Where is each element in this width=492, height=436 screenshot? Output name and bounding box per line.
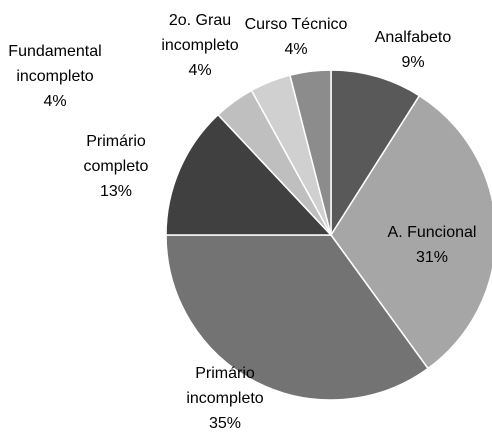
slice-label: Analfabeto 9%	[343, 25, 483, 75]
value-label: 13%	[99, 183, 133, 200]
value-label: 4%	[284, 41, 308, 58]
category-label: A. Funcional	[387, 224, 477, 241]
value-label: 35%	[208, 415, 242, 432]
slice-label: Curso Técnico 4%	[226, 12, 366, 62]
value-label: 9%	[401, 54, 425, 71]
slice-label: Primário completo 13%	[71, 129, 161, 204]
slice-label: 2o. Grau incompleto 4%	[155, 8, 245, 83]
category-label: 2o. Grau incompleto	[161, 12, 239, 54]
pie-slice	[330, 94, 492, 370]
category-label: Fundamental incompleto	[8, 43, 102, 85]
category-label: Primário completo	[83, 133, 149, 175]
value-label: 4%	[188, 62, 212, 79]
pie-slice	[289, 69, 332, 236]
pie-slice	[165, 234, 430, 401]
slice-label: A. Funcional 31%	[362, 220, 492, 270]
category-label: Analfabeto	[374, 29, 452, 46]
pie-slice	[165, 113, 333, 236]
category-label: Primário incompleto	[186, 365, 264, 407]
pie-slice	[330, 69, 421, 238]
slice-label: Primário incompleto 35%	[178, 361, 273, 436]
value-label: 4%	[43, 93, 67, 110]
category-label: Curso Técnico	[244, 16, 348, 33]
value-label: 31%	[415, 249, 449, 266]
slice-label: Fundamental incompleto 4%	[0, 39, 113, 114]
